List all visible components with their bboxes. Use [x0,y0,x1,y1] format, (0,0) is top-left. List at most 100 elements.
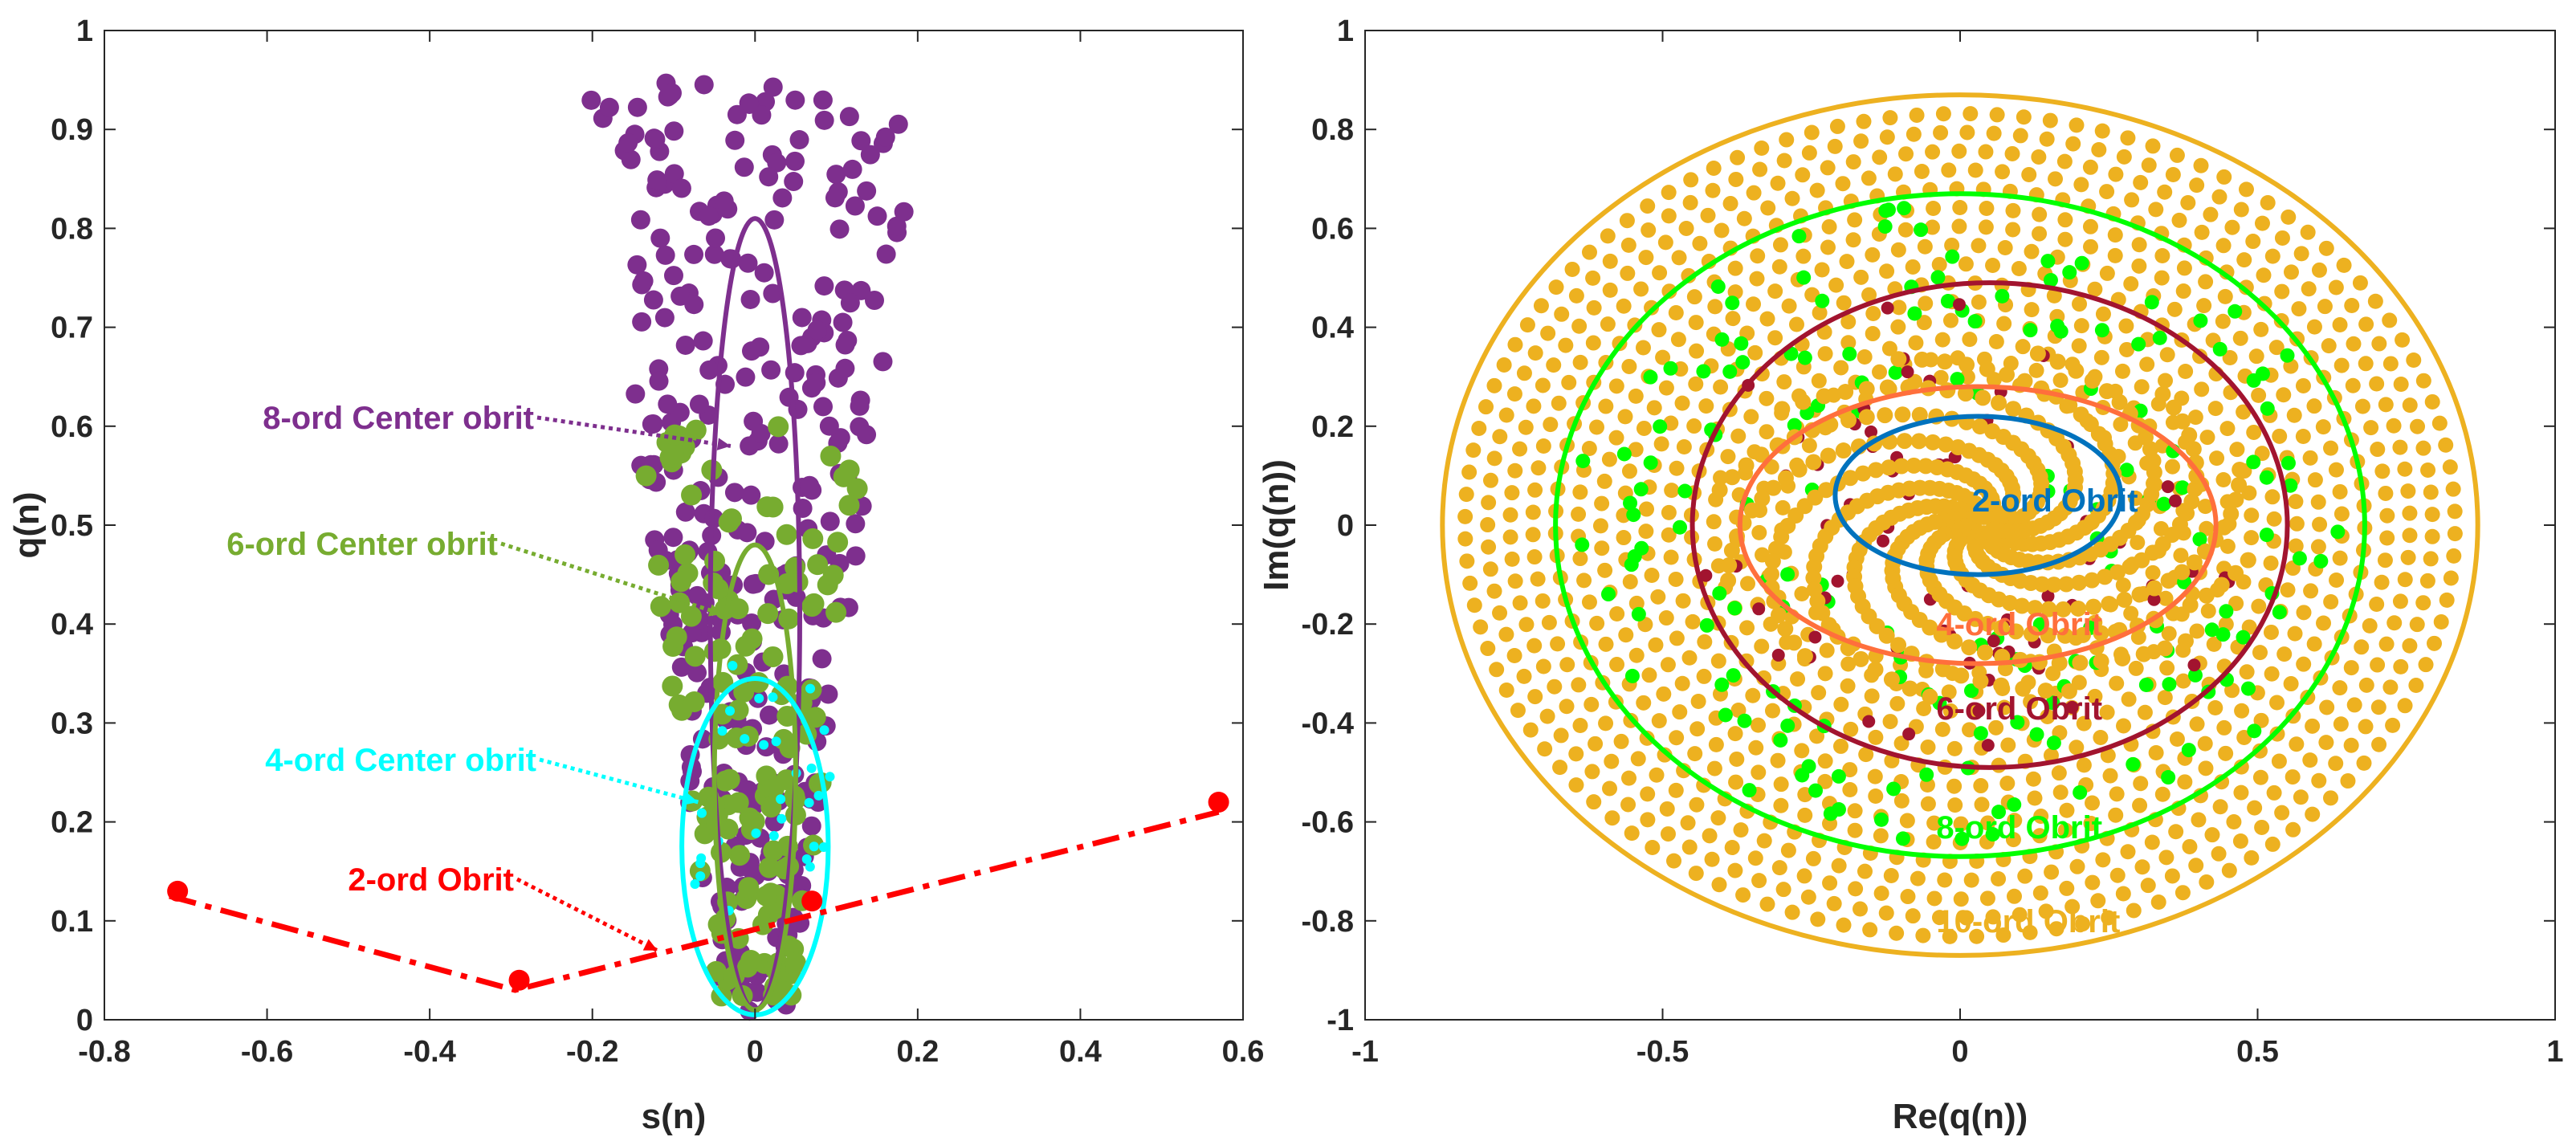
orbit-ellipse [1440,92,2480,958]
scatter-point-8-ord [789,130,809,150]
scatter-point-10-ord [2024,243,2040,259]
scatter-point-10-ord [2426,635,2442,651]
spiral-point [1938,436,1954,453]
spiral-point [1881,459,1897,476]
scatter-point-8-ord [2094,323,2109,338]
scatter-point-10-ord [2315,419,2331,435]
scatter-point-10-ord [1568,777,1584,793]
scatter-point-10-ord [2424,528,2440,544]
scatter-point-8-ord [1624,557,1639,573]
scatter-point-10-ord [2274,805,2290,821]
scatter-point-10-ord [1619,213,1635,229]
scatter-point-10-ord [2216,719,2232,736]
scatter-point-10-ord [1546,357,1562,373]
scatter-point-10-ord [2362,617,2378,634]
scatter-point-10-ord [1489,662,1505,678]
scatter-point-6-ord [820,446,842,467]
scatter-point-10-ord [1817,666,1833,682]
scatter-point-10-ord [1951,143,1967,159]
spiral-point [1914,351,1930,368]
spiral-point [1901,680,1918,697]
scatter-point-10-ord [1979,890,1995,907]
scatter-point-10-ord [1905,259,1921,275]
scatter-point-10-ord [2358,316,2374,332]
scatter-point-10-ord [2059,802,2075,818]
scatter-point-10-ord [2071,338,2087,354]
scatter-point-10-ord [2377,552,2393,568]
scatter-point-4-ord [740,734,750,744]
scatter-point-8-ord [785,151,805,171]
scatter-point-10-ord [1942,703,1958,719]
spiral-point [1795,393,1812,410]
scatter-point-10-ord [2040,708,2056,724]
scatter-point-10-ord [2087,688,2103,704]
scatter-point-10-ord [1683,172,1699,188]
scatter-point-8-ord [763,283,783,304]
scatter-point-10-ord [1598,398,1614,414]
scatter-point-10-ord [1862,922,1878,938]
spiral-point [2029,345,2046,362]
scatter-point-10-ord [2094,123,2110,139]
spiral-point [2060,683,2077,699]
scatter-point-10-ord [2102,768,2118,784]
scatter-point-8-ord [1575,537,1590,552]
scatter-point-10-ord [2321,338,2337,354]
scatter-point-6-ord [669,592,691,613]
scatter-point-10-ord [2269,695,2285,711]
right-xtick-label: 1 [2546,1035,2563,1069]
scatter-point-4-ord [728,660,738,670]
right-ytick-label: 1 [1337,14,1354,48]
spiral-point [1753,446,1770,463]
scatter-point-10-ord [2415,595,2431,611]
scatter-point-6-ord [1862,715,1876,728]
scatter-point-10-ord [1706,760,1722,776]
scatter-point-10-ord [2378,485,2394,501]
scatter-point-10-ord [2218,745,2234,761]
scatter-point-10-ord [2245,234,2261,250]
scatter-point-8-ord [2240,681,2256,696]
scatter-point-10-ord [2057,822,2073,838]
scatter-point-10-ord [1706,160,1722,176]
scatter-point-10-ord [2005,202,2021,218]
scatter-point-10-ord [2332,680,2348,696]
scatter-point-10-ord [2318,735,2334,751]
scatter-point-10-ord [1905,908,1921,924]
scatter-point-10-ord [2264,666,2280,682]
scatter-point-8-ord [800,475,820,495]
right-xtick-label: -1 [1351,1035,1379,1069]
scatter-point-8-ord [867,206,887,226]
scatter-point-10-ord [2305,718,2321,734]
spiral-point [1771,606,1787,623]
scatter-point-4-ord [776,794,786,805]
scatter-point-8-ord [1623,495,1638,511]
spiral-point [2187,481,2203,498]
spiral-point [1975,389,1991,406]
scatter-point-10-ord [1952,200,1968,216]
scatter-point-10-ord [2244,530,2260,546]
scatter-point-10-ord [1826,895,1842,911]
scatter-point-8-ord [1888,365,1903,380]
scatter-point-10-ord [1864,688,1880,704]
spiral-point [1764,552,1781,569]
scatter-point-8-ord [2215,627,2231,642]
scatter-point-10-ord [2232,330,2248,346]
scatter-point-10-ord [1920,739,1936,755]
scatter-point-4-ord [806,763,817,773]
scatter-point-8-ord [1780,567,1795,582]
orbit-ellipse [1832,414,2124,577]
spiral-point [2198,587,2215,604]
scatter-point-8-ord [1907,306,1922,321]
scatter-point-10-ord [1764,703,1780,719]
spiral-point [1906,457,1922,474]
scatter-point-10-ord [1628,647,1645,663]
scatter-point-10-ord [1526,549,1543,565]
scatter-point-10-ord [1710,653,1726,669]
scatter-point-10-ord [2358,677,2374,693]
scatter-point-6-ord [1902,727,1916,741]
spiral-point [2135,646,2152,662]
scatter-point-10-ord [1941,684,1957,700]
scatter-point-8-ord [658,394,678,414]
scatter-point-8-ord [737,523,757,543]
scatter-point-10-ord [2048,171,2064,187]
scatter-point-10-ord [2317,299,2333,315]
